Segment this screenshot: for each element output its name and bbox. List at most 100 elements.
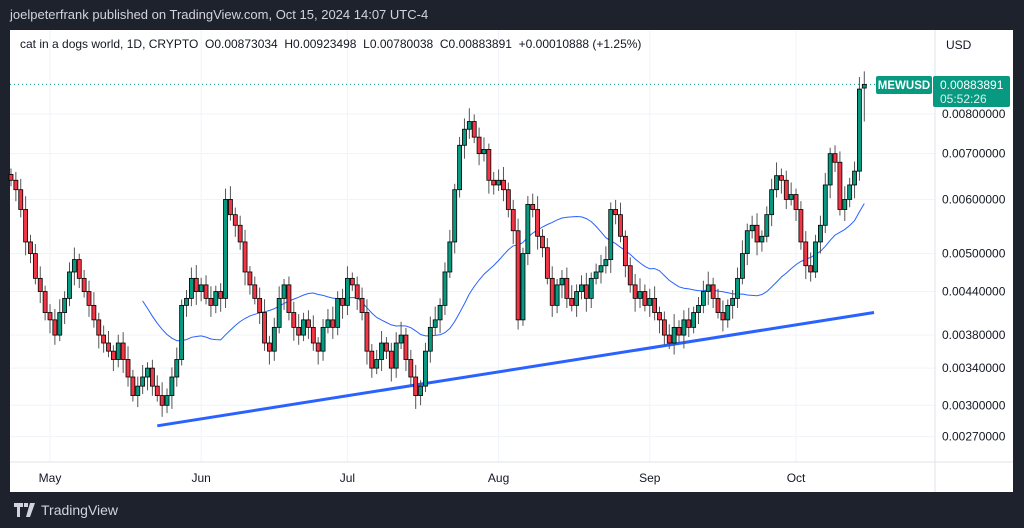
candle-body	[296, 326, 302, 336]
countdown: 05:52:26	[940, 92, 987, 106]
candle-body	[203, 284, 209, 299]
candle-body	[686, 319, 692, 328]
candle-body	[505, 189, 511, 210]
candle-body	[466, 121, 472, 130]
candle-body	[52, 319, 58, 336]
candle-body	[735, 277, 740, 299]
candle-body	[822, 184, 828, 226]
candle-body	[725, 304, 731, 321]
candle-body	[86, 291, 92, 306]
price-tick-label: 0.00270000	[942, 430, 1006, 444]
candle-body	[730, 297, 736, 306]
candle-body	[666, 334, 672, 344]
candle-body	[457, 144, 462, 191]
candle-body	[42, 291, 48, 313]
candle-body	[257, 297, 263, 313]
candle-body	[847, 184, 853, 200]
candle-body	[413, 376, 419, 396]
candle-body	[749, 224, 755, 232]
candle-body	[530, 204, 536, 210]
candle-body	[388, 350, 394, 369]
candle-body	[301, 319, 306, 336]
candle-body	[37, 277, 43, 292]
candle-body	[291, 312, 297, 328]
candle-body	[198, 284, 204, 292]
price-tick-label: 0.00340000	[942, 361, 1006, 375]
candle-body	[179, 304, 185, 360]
candle-body	[793, 194, 799, 210]
high-value: H0.00923498	[284, 37, 357, 51]
candle-body	[23, 209, 29, 243]
publisher-line: joelpeterfrank published on TradingView.…	[10, 7, 429, 22]
candle-body	[276, 297, 282, 328]
candle-body	[852, 170, 857, 186]
candle-body	[213, 291, 219, 306]
candle-body	[110, 350, 116, 360]
candle-body	[535, 209, 540, 237]
time-tick-label: Jun	[191, 471, 210, 485]
candle-body	[164, 395, 170, 406]
candle-body	[154, 385, 160, 396]
price-tick-label: 0.00440000	[942, 285, 1006, 299]
low-value: L0.00780038	[363, 37, 434, 51]
tradingview-logo-icon	[14, 503, 35, 517]
candle-body	[106, 342, 111, 352]
candle-body	[837, 161, 843, 210]
candle-body	[861, 83, 867, 89]
chart-pane[interactable]	[10, 30, 1013, 492]
candle-body	[462, 128, 467, 146]
candle-body	[744, 230, 750, 254]
candle-body	[627, 265, 633, 286]
candle-body	[564, 277, 570, 299]
candle-body	[510, 209, 516, 232]
candle-body	[193, 277, 199, 292]
candle-body	[28, 241, 33, 254]
candle-body	[857, 88, 862, 172]
candle-body	[715, 297, 721, 313]
candle-body	[330, 319, 336, 328]
candle-body	[642, 291, 648, 306]
candle-body	[135, 385, 141, 396]
candle-body	[252, 284, 258, 299]
candle-body	[340, 297, 345, 306]
candle-body	[647, 297, 653, 306]
candle-body	[754, 224, 760, 243]
currency-label[interactable]: USD	[946, 38, 972, 52]
candle-body	[657, 312, 662, 321]
candle-body	[632, 284, 638, 299]
candle-body	[286, 284, 292, 313]
candle-body	[540, 235, 545, 249]
last-price: 0.00883891	[940, 78, 1004, 92]
candle-body	[481, 149, 487, 155]
candle-body	[140, 376, 146, 387]
candle-body	[476, 136, 482, 155]
symbol-title: cat in a dogs world, 1D, CRYPTO	[20, 37, 199, 51]
candle-body	[237, 224, 243, 243]
candle-body	[739, 253, 745, 279]
candle-body	[189, 277, 194, 299]
candle-body	[418, 385, 423, 396]
candle-body	[574, 291, 580, 306]
candle-body	[247, 271, 253, 286]
candle-body	[223, 199, 228, 299]
candle-body	[764, 214, 770, 237]
price-tick-label: 0.00600000	[942, 192, 1006, 206]
candle-body	[13, 179, 19, 191]
brand-name: TradingView	[41, 502, 119, 518]
candle-body	[501, 179, 506, 191]
candle-body	[447, 241, 453, 273]
candle-body	[320, 326, 326, 352]
candle-body	[681, 319, 687, 336]
candle-body	[345, 277, 350, 306]
candle-body	[101, 334, 107, 344]
candle-body	[559, 277, 565, 286]
trendline[interactable]	[157, 311, 875, 428]
candle-body	[67, 271, 72, 299]
candle-body	[432, 319, 438, 328]
footer-brand[interactable]: TradingView	[14, 502, 118, 518]
candle-body	[81, 277, 87, 292]
candle-body	[57, 312, 63, 336]
candle-body	[696, 304, 701, 313]
candle-body	[691, 312, 697, 328]
